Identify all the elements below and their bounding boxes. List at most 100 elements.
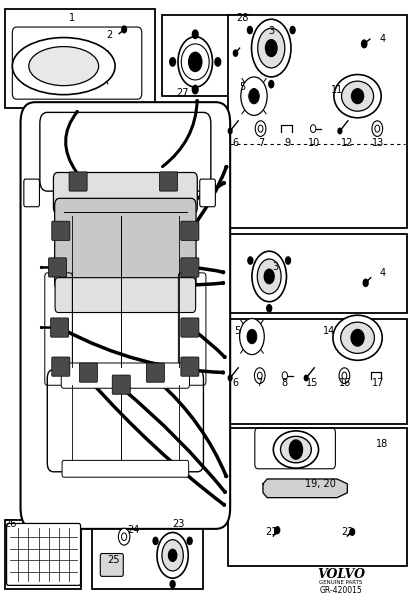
Circle shape: [178, 37, 212, 87]
Circle shape: [170, 581, 175, 588]
Text: 1: 1: [69, 13, 75, 23]
Circle shape: [372, 121, 383, 136]
Text: 13: 13: [372, 138, 384, 148]
Circle shape: [342, 372, 347, 379]
Circle shape: [122, 533, 127, 540]
Text: VOLVO: VOLVO: [317, 568, 365, 581]
Text: 5: 5: [239, 82, 246, 92]
Text: 22: 22: [341, 527, 353, 537]
FancyBboxPatch shape: [47, 370, 203, 472]
Text: 18: 18: [376, 439, 388, 448]
FancyBboxPatch shape: [24, 179, 39, 207]
Circle shape: [267, 305, 272, 312]
FancyBboxPatch shape: [100, 554, 123, 576]
Circle shape: [275, 527, 279, 534]
Circle shape: [266, 40, 277, 56]
FancyBboxPatch shape: [79, 363, 97, 382]
Circle shape: [286, 257, 291, 264]
Circle shape: [375, 125, 380, 132]
Text: 4: 4: [379, 34, 385, 44]
FancyBboxPatch shape: [21, 102, 230, 529]
Text: 26: 26: [4, 519, 16, 529]
Circle shape: [118, 528, 130, 545]
Ellipse shape: [280, 436, 312, 463]
FancyBboxPatch shape: [159, 172, 178, 191]
Circle shape: [264, 269, 274, 284]
Circle shape: [233, 50, 238, 56]
Circle shape: [247, 26, 252, 34]
Text: 19, 20: 19, 20: [305, 479, 336, 489]
FancyBboxPatch shape: [200, 179, 215, 207]
FancyBboxPatch shape: [53, 172, 197, 213]
FancyBboxPatch shape: [7, 523, 81, 585]
Circle shape: [257, 372, 262, 379]
Circle shape: [122, 26, 127, 33]
Polygon shape: [263, 479, 347, 498]
Circle shape: [258, 28, 285, 68]
Text: 14: 14: [323, 326, 335, 335]
Circle shape: [170, 58, 175, 66]
Text: 12: 12: [341, 138, 353, 148]
Circle shape: [228, 375, 232, 380]
Ellipse shape: [341, 322, 374, 353]
Text: 10: 10: [308, 138, 321, 148]
Ellipse shape: [273, 431, 319, 468]
Circle shape: [304, 375, 308, 380]
FancyBboxPatch shape: [181, 357, 199, 376]
Circle shape: [339, 368, 350, 383]
Circle shape: [215, 58, 221, 66]
Circle shape: [153, 537, 158, 545]
Circle shape: [257, 259, 281, 294]
Text: GR-420015: GR-420015: [320, 586, 363, 594]
Circle shape: [187, 537, 192, 545]
FancyBboxPatch shape: [51, 318, 69, 337]
Circle shape: [92, 60, 102, 75]
Text: 2: 2: [106, 30, 112, 40]
Text: 24: 24: [127, 525, 140, 535]
FancyBboxPatch shape: [69, 172, 87, 191]
Ellipse shape: [29, 46, 99, 86]
Circle shape: [189, 52, 202, 72]
Text: 15: 15: [306, 378, 319, 388]
FancyBboxPatch shape: [52, 357, 70, 376]
Text: 27: 27: [177, 88, 189, 98]
Circle shape: [247, 329, 257, 344]
FancyBboxPatch shape: [112, 375, 130, 394]
Bar: [162, 15, 251, 96]
Circle shape: [252, 251, 286, 302]
Circle shape: [255, 121, 266, 136]
Circle shape: [162, 540, 183, 571]
Text: 6: 6: [232, 138, 238, 148]
Bar: [228, 319, 407, 424]
Text: 7: 7: [256, 378, 262, 388]
Circle shape: [362, 40, 367, 47]
Circle shape: [169, 549, 177, 561]
Text: 11: 11: [331, 85, 343, 95]
Circle shape: [282, 371, 287, 380]
Text: 9: 9: [285, 138, 291, 148]
Circle shape: [192, 30, 198, 38]
Text: 5: 5: [234, 326, 241, 335]
Circle shape: [338, 128, 342, 133]
FancyBboxPatch shape: [48, 258, 67, 277]
Ellipse shape: [351, 329, 364, 346]
Ellipse shape: [342, 81, 374, 111]
Ellipse shape: [351, 89, 364, 104]
Circle shape: [249, 88, 259, 104]
Circle shape: [248, 257, 253, 264]
Text: 4: 4: [379, 269, 385, 278]
Circle shape: [241, 77, 267, 115]
Text: 25: 25: [107, 555, 119, 565]
Circle shape: [228, 128, 232, 133]
Text: 16: 16: [339, 378, 351, 388]
Text: 3: 3: [272, 262, 278, 272]
Bar: [5, 9, 155, 108]
Text: 21: 21: [265, 527, 277, 537]
Circle shape: [311, 124, 316, 133]
FancyBboxPatch shape: [181, 258, 199, 277]
Ellipse shape: [333, 315, 382, 360]
Text: 3: 3: [268, 26, 274, 36]
Circle shape: [254, 368, 265, 383]
Circle shape: [84, 49, 109, 85]
Ellipse shape: [334, 75, 381, 118]
